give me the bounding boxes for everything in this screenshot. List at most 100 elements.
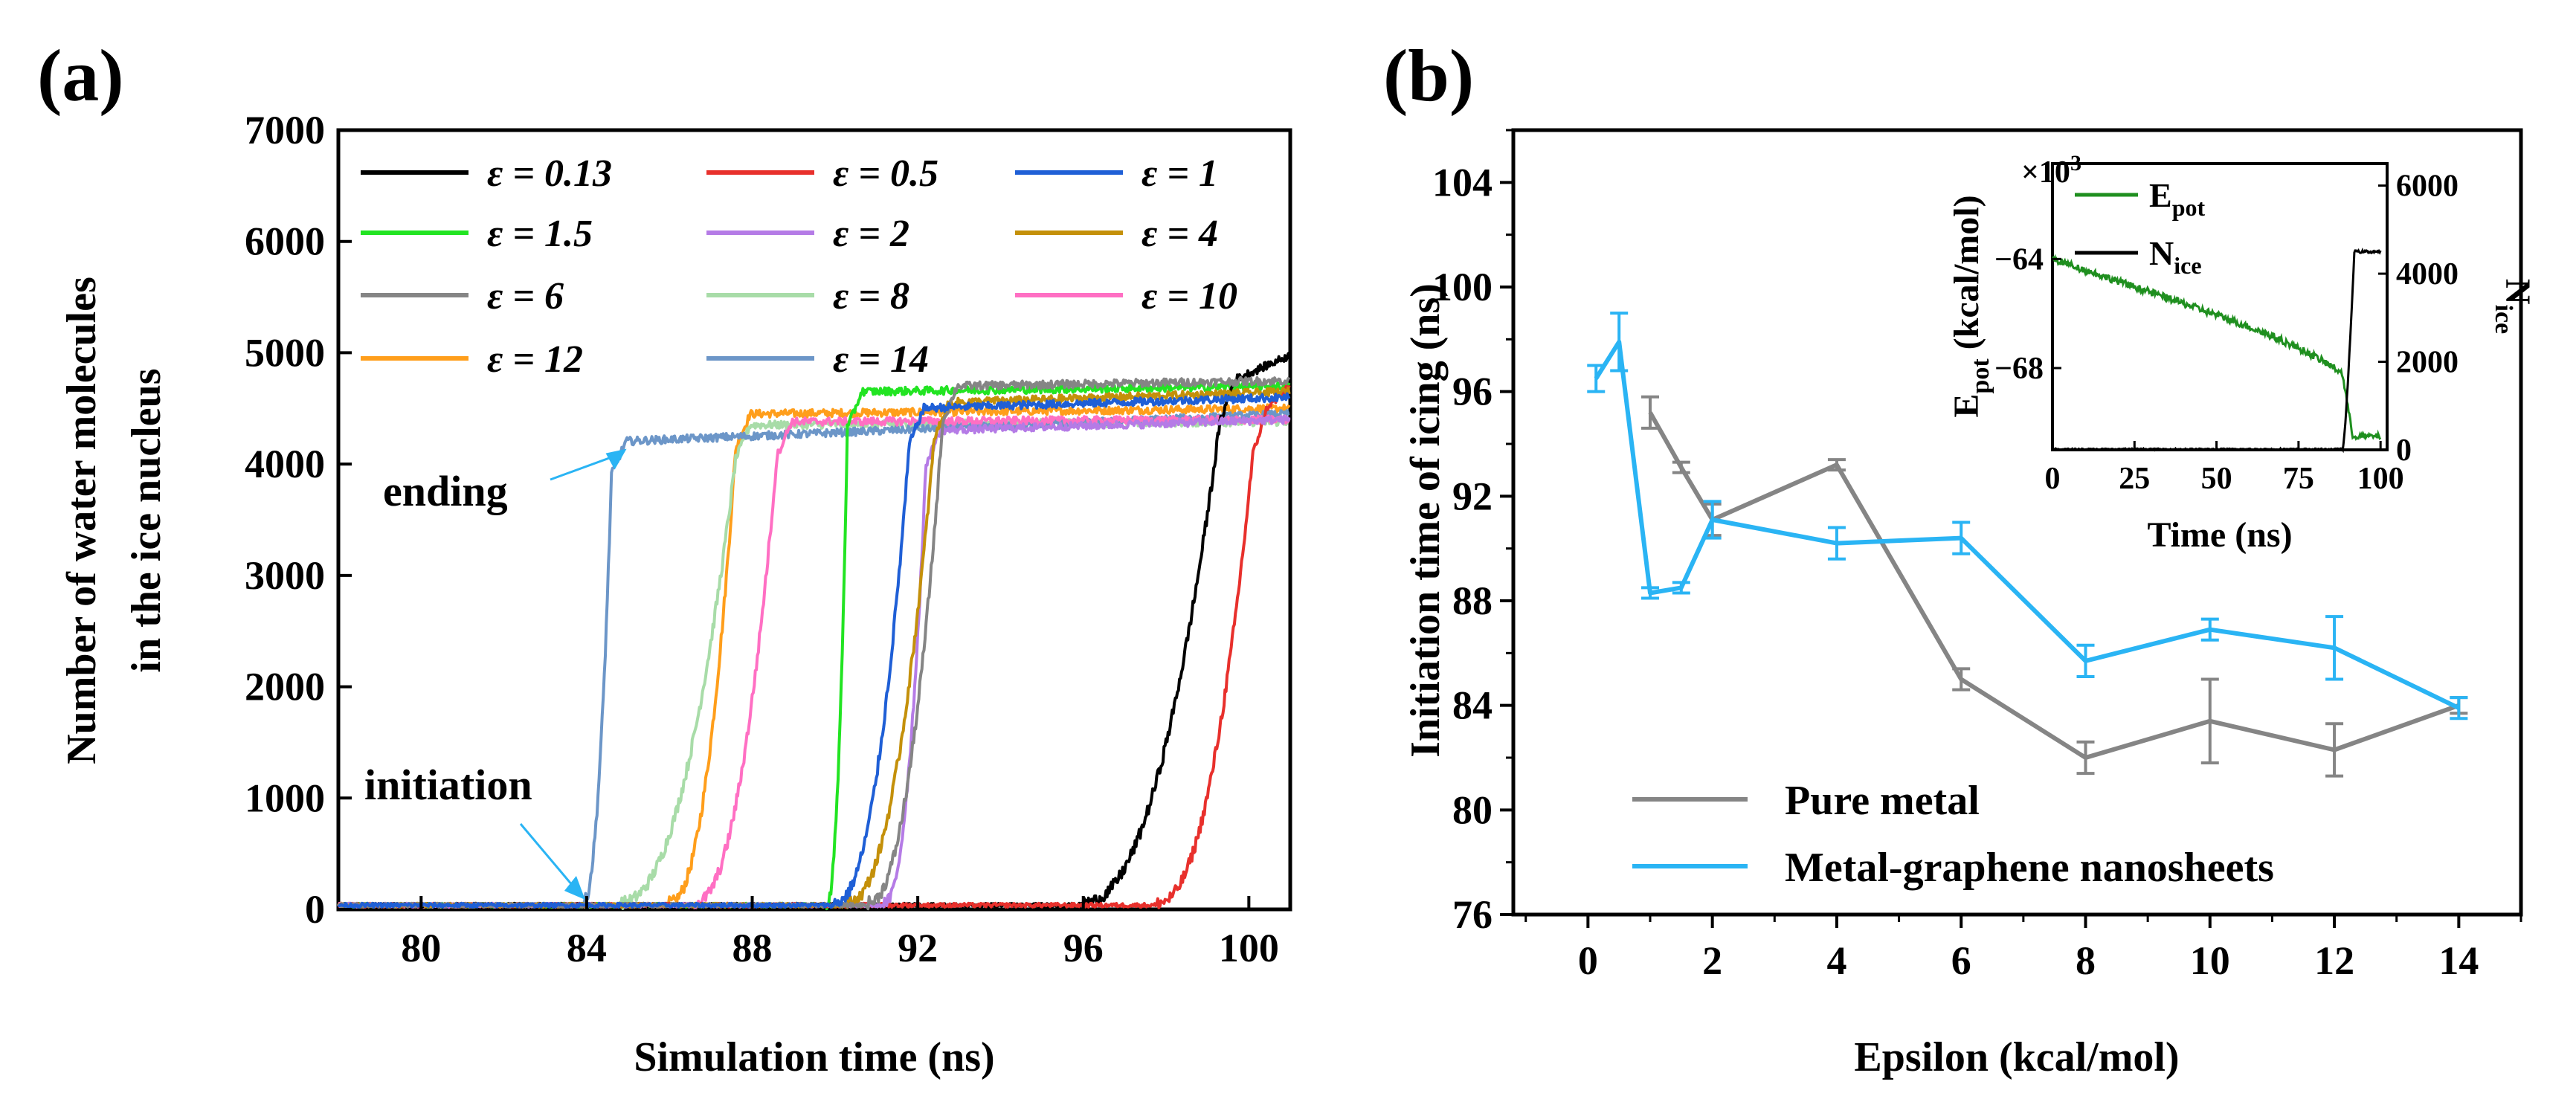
legend-label-1-5: ε = 1.5 [487, 213, 593, 255]
inset-series-epot [2052, 254, 2382, 441]
panel-a-y-tick-label: 6000 [245, 219, 325, 264]
series-line-1 [337, 392, 1291, 909]
panel-b: (b) 0 2 4 6 8 10 12 14 76 80 84 88 92 96 100 104 Pure … [1383, 34, 2537, 1080]
panel-b-x-tick-label: 2 [1702, 938, 1722, 983]
error-bar-pure-metal [2200, 677, 2219, 765]
legend-label-0-13: ε = 0.13 [487, 152, 612, 195]
error-bar-pure-metal [2325, 722, 2344, 778]
panel-b-x-tick-label: 8 [2076, 938, 2096, 983]
panel-b-y-tick-label: 84 [1452, 683, 1493, 728]
panel-a-label: (a) [37, 34, 124, 117]
error-bar-pure-metal [1672, 460, 1690, 474]
panel-a-series-group [337, 352, 1291, 911]
legend-label-metal-graphene-nanosheets: Metal-graphene nanosheets [1785, 845, 2274, 891]
legend-label-12: ε = 12 [487, 338, 583, 381]
inset-left-tick-label: −68 [1994, 352, 2044, 386]
error-bar-metal-graphene-nanosheets [2200, 617, 2219, 642]
legend-label-14: ε = 14 [833, 338, 929, 381]
panel-a-x-tick-label: 88 [732, 926, 773, 970]
inset-x-tick-label: 25 [2119, 462, 2150, 496]
inset-x-tick-label: 0 [2045, 462, 2061, 496]
inset-ticks: 0 25 50 75 100 −64 −68 0 2000 4000 6000 [1994, 170, 2459, 496]
legend-label-10: ε = 10 [1142, 275, 1237, 317]
panel-a-y-tick-label: 4000 [245, 442, 325, 486]
error-bar-metal-graphene-nanosheets [1827, 526, 1846, 561]
panel-b-legend: Pure metal Metal-graphene nanosheets [1632, 778, 2274, 891]
legend-label-pure-metal: Pure metal [1785, 778, 1980, 824]
inset-x-tick-label: 50 [2201, 462, 2232, 496]
error-bar-metal-graphene-nanosheets [2076, 643, 2095, 678]
panel-a-x-tick-label: 92 [898, 926, 938, 970]
legend-label-4: ε = 4 [1142, 213, 1218, 255]
inset-legend: Epot Nice [2075, 176, 2205, 279]
panel-a-legend: ε = 0.13 ε = 0.5 ε = 1 ε = 1.5 ε = 2 ε = 4 ε =… [361, 152, 1237, 381]
legend-label-2: ε = 2 [833, 213, 909, 255]
legend-label-6: ε = 6 [487, 275, 564, 317]
panel-b-x-tick-label: 14 [2438, 938, 2479, 983]
inset-right-tick-label: 2000 [2396, 346, 2459, 380]
panel-b-plot-frame [1511, 128, 2523, 917]
inset-right-axis-label: Nice [2490, 279, 2537, 334]
panel-b-y-tick-label: 88 [1452, 578, 1493, 623]
legend-label-1: ε = 1 [1142, 152, 1218, 195]
panel-a-x-tick-label: 84 [567, 926, 607, 970]
error-bar-metal-graphene-nanosheets [1610, 312, 1629, 373]
panel-a-y-tick-label: 0 [305, 887, 325, 932]
panel-b-y-tick-label: 96 [1452, 370, 1493, 414]
panel-a-plot-frame [336, 128, 1292, 912]
panel-b-x-tick-label: 12 [2314, 938, 2354, 983]
inset-multiplier: ×103 [2021, 151, 2081, 190]
series-line-0-5 [338, 384, 1291, 909]
panel-a-x-axis-label: Simulation time (ns) [634, 1034, 994, 1080]
error-bar-metal-graphene-nanosheets [2450, 696, 2468, 721]
panel-b-y-ticks: 76 80 84 88 92 96 100 104 [1432, 129, 1513, 937]
panel-a-y-ticks: 0 1000 2000 3000 4000 5000 6000 7000 [245, 108, 352, 932]
legend-label-0-5: ε = 0.5 [833, 152, 938, 195]
error-bar-metal-graphene-nanosheets [1641, 586, 1660, 600]
panel-b-x-tick-label: 4 [1826, 938, 1846, 983]
inset-legend-label-nice: Nice [2149, 234, 2202, 279]
error-bar-metal-graphene-nanosheets [2325, 615, 2344, 681]
panel-b-y-axis-label: Initiation time of icing (ns) [1403, 283, 1449, 758]
annotation-ending-arrowhead [605, 448, 627, 470]
error-bar-metal-graphene-nanosheets [1952, 520, 1971, 555]
panel-b-y-tick-label: 80 [1452, 787, 1493, 832]
panel-b-y-tick-label: 76 [1452, 892, 1493, 937]
inset-right-tick-label: 0 [2396, 433, 2412, 468]
panel-b-x-tick-label: 0 [1578, 938, 1598, 983]
panel-a-x-tick-label: 80 [401, 926, 441, 970]
legend-label-8: ε = 8 [833, 275, 909, 317]
inset-x-tick-label: 75 [2283, 462, 2314, 496]
panel-a-y-axis-label-line2: in the ice nucleus [123, 368, 170, 672]
inset-right-tick-label: 6000 [2396, 170, 2459, 204]
panel-a-x-tick-label: 96 [1063, 926, 1104, 970]
error-bar-pure-metal [1827, 458, 1846, 472]
panel-a-annotations: ending initiation [364, 448, 627, 900]
panel-b-x-ticks: 0 2 4 6 8 10 12 14 [1524, 915, 2522, 983]
error-bar-metal-graphene-nanosheets [1703, 500, 1722, 540]
panel-b-x-axis-label: Epsilon (kcal/mol) [1854, 1034, 2179, 1080]
panel-b-y-tick-label: 92 [1452, 474, 1493, 518]
panel-b-x-tick-label: 6 [1951, 938, 1971, 983]
panel-a: (a) 80 84 88 92 96 100 0 1000 2000 3000 4000 5000 6… [37, 34, 1292, 1080]
inset-left-tick-label: −64 [1994, 242, 2044, 277]
error-bar-pure-metal [1952, 667, 1971, 692]
error-bar-metal-graphene-nanosheets [1672, 581, 1690, 595]
series-line-6 [337, 375, 1291, 911]
annotation-initiation: initiation [364, 761, 532, 809]
inset-legend-label-epot: Epot [2149, 176, 2205, 221]
inset-plot-frame [2051, 162, 2389, 451]
panel-a-y-tick-label: 7000 [245, 108, 325, 152]
panel-b-label: (b) [1383, 34, 1474, 117]
panel-b-y-tick-label: 104 [1432, 160, 1493, 204]
series-line-0-13 [337, 352, 1290, 909]
inset-x-axis-label: Time (ns) [2147, 515, 2292, 555]
panel-a-y-tick-label: 3000 [245, 553, 325, 598]
annotation-ending: ending [383, 467, 508, 515]
series-line-1-5 [338, 381, 1291, 911]
panel-b-x-tick-label: 10 [2190, 938, 2230, 983]
inset-x-tick-label: 100 [2357, 462, 2404, 496]
panel-a-y-tick-label: 5000 [245, 330, 325, 375]
panel-a-y-axis-label-line1: Number of water molecules [59, 277, 105, 764]
